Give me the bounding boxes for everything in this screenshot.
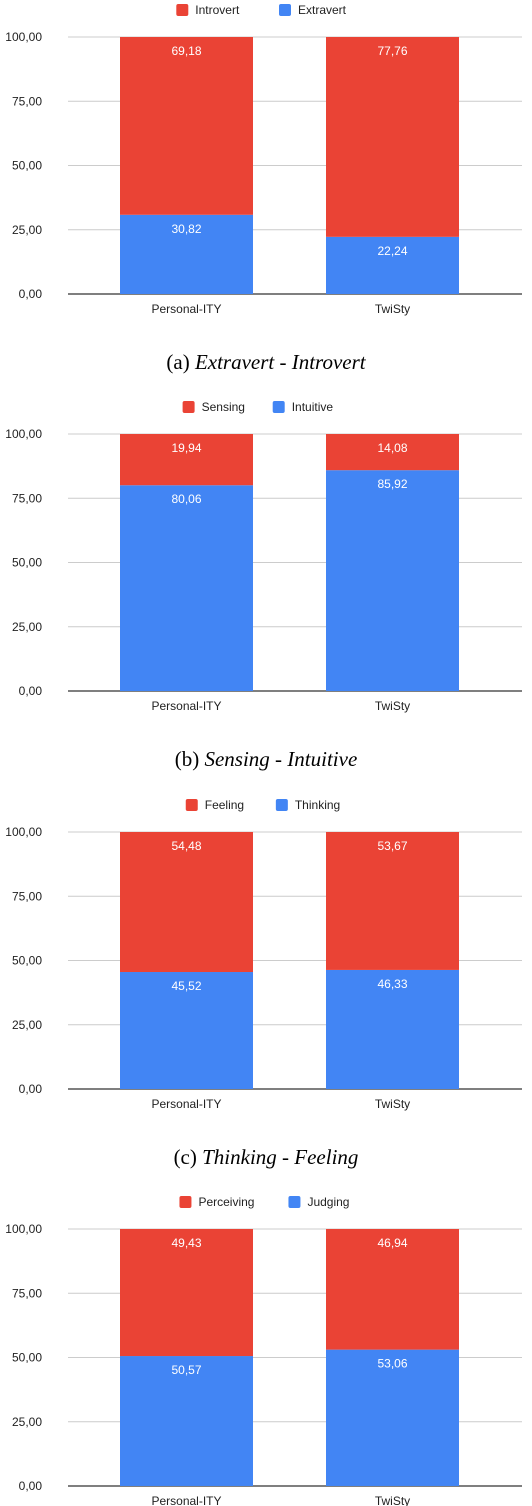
legend-item-perceiving: Perceiving (179, 1195, 254, 1209)
x-category-label: TwiSty (375, 1097, 410, 1111)
y-tick-label: 100,00 (5, 30, 42, 44)
legend-item-introvert: Introvert (176, 3, 240, 17)
bar-perceiving-personal-ity (120, 1229, 253, 1357)
y-tick-label: 50,00 (12, 159, 42, 173)
x-category-label: Personal-ITY (151, 302, 221, 316)
bar-feeling-twisty (326, 832, 459, 970)
legend-item-extravert: Extravert (279, 3, 347, 17)
legend-label: Thinking (295, 798, 340, 812)
legend-item-judging: Judging (288, 1195, 349, 1209)
data-label: 22,24 (377, 244, 407, 258)
x-category-label: TwiSty (375, 302, 410, 316)
bar-intuitive-twisty (326, 470, 459, 691)
legend-swatch-feeling (185, 799, 198, 811)
legend-item-feeling: Feeling (185, 798, 244, 812)
chart-panel-2: Sensing Intuitive 0,00 25,00 50,00 75,00 100,0… (5, 400, 522, 771)
x-category-label: Personal-ITY (151, 1097, 221, 1111)
data-label: 19,94 (171, 441, 201, 455)
chart-caption: (a) Extravert - Introvert (166, 350, 366, 374)
data-label: 80,06 (171, 492, 201, 506)
legend-item-intuitive: Intuitive (272, 400, 334, 414)
bar-extravert-twisty (326, 236, 459, 294)
y-tick-label: 75,00 (12, 889, 42, 903)
legend-swatch-sensing (182, 401, 195, 413)
y-tick-label: 0,00 (19, 287, 43, 301)
data-label: 49,43 (171, 1236, 201, 1250)
bar-introvert-personal-ity (120, 37, 253, 215)
legend-swatch-judging (288, 1196, 301, 1208)
data-label: 14,08 (377, 441, 407, 455)
bar-thinking-personal-ity (120, 972, 253, 1089)
bar-feeling-personal-ity (120, 832, 253, 973)
chart-caption: (b) Sensing - Intuitive (175, 747, 358, 771)
bar-extravert-personal-ity (120, 214, 253, 294)
x-category-label: Personal-ITY (151, 699, 221, 713)
y-tick-label: 50,00 (12, 556, 42, 570)
legend-item-thinking: Thinking (275, 798, 340, 812)
legend-label: Introvert (195, 3, 240, 17)
legend-label: Perceiving (198, 1195, 254, 1209)
legend-swatch-thinking (275, 799, 288, 811)
data-label: 85,92 (377, 477, 407, 491)
bar-perceiving-twisty (326, 1229, 459, 1350)
bar-thinking-twisty (326, 969, 459, 1089)
caption-title: Extravert - Introvert (194, 350, 367, 374)
legend-label: Feeling (205, 798, 244, 812)
data-label: 53,06 (377, 1357, 407, 1371)
chart-panel-4: Perceiving Judging 0,00 25,00 50,00 75,00 100,… (5, 1195, 522, 1506)
data-label: 50,57 (171, 1363, 201, 1377)
y-tick-label: 100,00 (5, 825, 42, 839)
legend-label: Sensing (202, 400, 245, 414)
chart-caption: (c) Thinking - Feeling (174, 1145, 359, 1169)
legend-swatch-introvert (176, 4, 189, 16)
data-label: 46,33 (377, 977, 407, 991)
caption-prefix: (b) (175, 747, 200, 771)
data-label: 54,48 (171, 839, 201, 853)
y-tick-label: 25,00 (12, 620, 42, 634)
y-tick-label: 50,00 (12, 1351, 42, 1365)
y-tick-label: 75,00 (12, 94, 42, 108)
bar-sensing-twisty (326, 434, 459, 471)
data-label: 30,82 (171, 222, 201, 236)
caption-prefix: (a) (166, 350, 189, 374)
chart-panel-1: Introvert Extravert 0,00 25,00 50,00 75,00 100… (5, 3, 522, 374)
y-tick-label: 100,00 (5, 1222, 42, 1236)
caption-title: Thinking - Feeling (202, 1145, 358, 1169)
data-label: 69,18 (171, 44, 201, 58)
legend-swatch-extravert (279, 4, 291, 16)
y-tick-label: 100,00 (5, 427, 42, 441)
legend-label: Judging (307, 1195, 349, 1209)
y-tick-label: 75,00 (12, 491, 42, 505)
caption-title: Sensing - Intuitive (204, 747, 357, 771)
bar-introvert-twisty (326, 37, 459, 237)
y-tick-label: 50,00 (12, 954, 42, 968)
y-tick-label: 25,00 (12, 1018, 42, 1032)
x-category-label: Personal-ITY (151, 1494, 221, 1506)
legend-label: Intuitive (292, 400, 334, 414)
x-category-label: TwiSty (375, 699, 410, 713)
chart-panel-3: Feeling Thinking 0,00 25,00 50,00 75,00 100,00… (5, 798, 522, 1169)
y-tick-label: 25,00 (12, 223, 42, 237)
y-tick-label: 0,00 (19, 684, 43, 698)
y-tick-label: 75,00 (12, 1286, 42, 1300)
legend-swatch-perceiving (179, 1196, 192, 1208)
legend-label: Extravert (298, 3, 347, 17)
bar-intuitive-personal-ity (120, 485, 253, 691)
y-tick-label: 0,00 (19, 1082, 43, 1096)
legend-swatch-intuitive (272, 401, 285, 413)
x-category-label: TwiSty (375, 1494, 410, 1506)
legend-item-sensing: Sensing (182, 400, 245, 414)
data-label: 46,94 (377, 1236, 407, 1250)
data-label: 77,76 (377, 44, 407, 58)
bar-judging-twisty (326, 1349, 459, 1486)
bar-sensing-personal-ity (120, 434, 253, 486)
y-tick-label: 0,00 (19, 1479, 43, 1493)
y-tick-label: 25,00 (12, 1415, 42, 1429)
caption-prefix: (c) (174, 1145, 197, 1169)
bar-judging-personal-ity (120, 1356, 253, 1486)
data-label: 53,67 (377, 839, 407, 853)
data-label: 45,52 (171, 979, 201, 993)
